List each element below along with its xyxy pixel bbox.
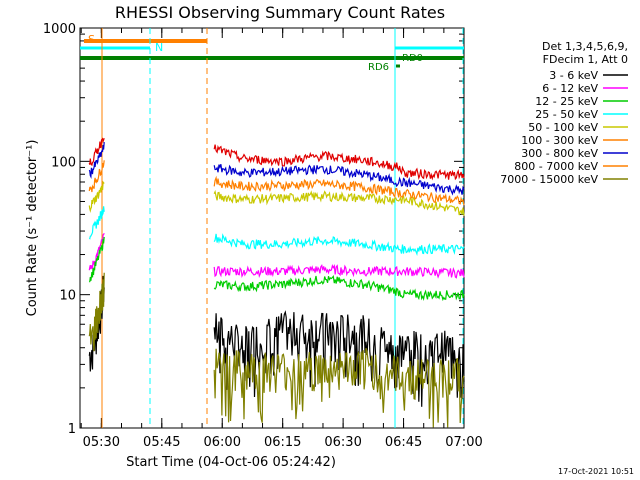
x-tick-label: 07:00: [445, 435, 482, 450]
attenuator-bars: S N RD6 RD0: [80, 33, 464, 73]
legend-label-3-6-kev: 3 - 6 keV: [549, 69, 598, 82]
n-label: N: [155, 41, 163, 54]
legend-label-100-300-kev: 100 - 300 keV: [521, 134, 598, 147]
x-tick-label: 05:45: [143, 435, 180, 450]
series-300-800-kev: [88, 142, 465, 196]
x-tick-label: 06:30: [324, 435, 361, 450]
x-axis: 05:30 05:45 06:00 06:15 06:30 06:45 07:00: [80, 28, 483, 450]
series-line-300-800-kev-late: [213, 164, 465, 196]
legend-label-50-100-kev: 50 - 100 keV: [528, 121, 598, 134]
series-line-unlabeled-early: [88, 137, 105, 166]
legend-label-12-25-kev: 12 - 25 keV: [535, 95, 598, 108]
x-axis-label: Start Time (04-Oct-06 05:24:42): [126, 455, 336, 470]
y-axis-label: Count Rate (s⁻¹ detector⁻¹): [25, 140, 40, 317]
legend-label-25-50-kev: 25 - 50 keV: [535, 108, 598, 121]
series-line-50-100-kev-early: [88, 180, 105, 214]
series-7000-15000-kev: [88, 272, 465, 428]
series-line-100-300-kev-early: [88, 160, 105, 193]
y-axis: 1 10 100 1000: [43, 22, 464, 437]
rd0-label: RD0: [402, 53, 423, 64]
x-tick-label: 06:45: [385, 435, 422, 450]
series-line-7000-15000-kev-late: [213, 348, 465, 428]
series-line-100-300-kev-late: [213, 175, 465, 206]
plot-frame: [79, 27, 465, 429]
series-line-6-12-kev-late: [213, 264, 465, 279]
series-line-6-12-kev-early: [88, 232, 105, 271]
series-12-25-kev: [88, 236, 465, 302]
series-line-7000-15000-kev-early: [88, 272, 105, 352]
series-line-unlabeled-late: [213, 144, 465, 181]
series-line-25-50-kev-late: [213, 233, 465, 256]
legend-label-7000-15000-kev: 7000 - 15000 keV: [500, 173, 598, 186]
y-tick-label: 1: [68, 422, 76, 437]
legend-label-800-7000-kev: 800 - 7000 keV: [514, 160, 598, 173]
series-line-12-25-kev-early: [88, 236, 105, 283]
rd6-label: RD6: [368, 62, 389, 73]
legend-header-2: FDecim 1, Att 0: [543, 53, 628, 66]
y-tick-label: 1000: [43, 22, 76, 37]
series-line-300-800-kev-early: [88, 142, 105, 179]
y-tick-label: 10: [59, 289, 76, 304]
legend-header-1: Det 1,3,4,5,6,9,: [542, 40, 628, 53]
legend-label-6-12-kev: 6 - 12 keV: [542, 82, 598, 95]
x-tick-label: 06:15: [264, 435, 301, 450]
series-line-50-100-kev-late: [213, 189, 465, 216]
y-tick-label: 100: [51, 155, 76, 170]
series-6-12-kev: [88, 232, 465, 279]
series-line-25-50-kev-early: [88, 206, 105, 240]
x-tick-label: 06:00: [204, 435, 241, 450]
legend-label-300-800-kev: 300 - 800 keV: [521, 147, 598, 160]
legend: Det 1,3,4,5,6,9, FDecim 1, Att 0 3 - 6 k…: [500, 40, 628, 186]
series-unlabeled: [88, 137, 465, 181]
x-tick-label: 05:30: [83, 435, 120, 450]
series-line-12-25-kev-late: [213, 274, 465, 302]
footer-timestamp: 17-Oct-2021 10:51: [558, 467, 634, 476]
s-label: S: [88, 33, 95, 46]
series-50-100-kev: [88, 180, 465, 216]
series-lines: [88, 137, 465, 428]
series-100-300-kev: [88, 160, 465, 206]
chart-title: RHESSI Observing Summary Count Rates: [115, 3, 445, 22]
series-25-50-kev: [88, 206, 465, 256]
